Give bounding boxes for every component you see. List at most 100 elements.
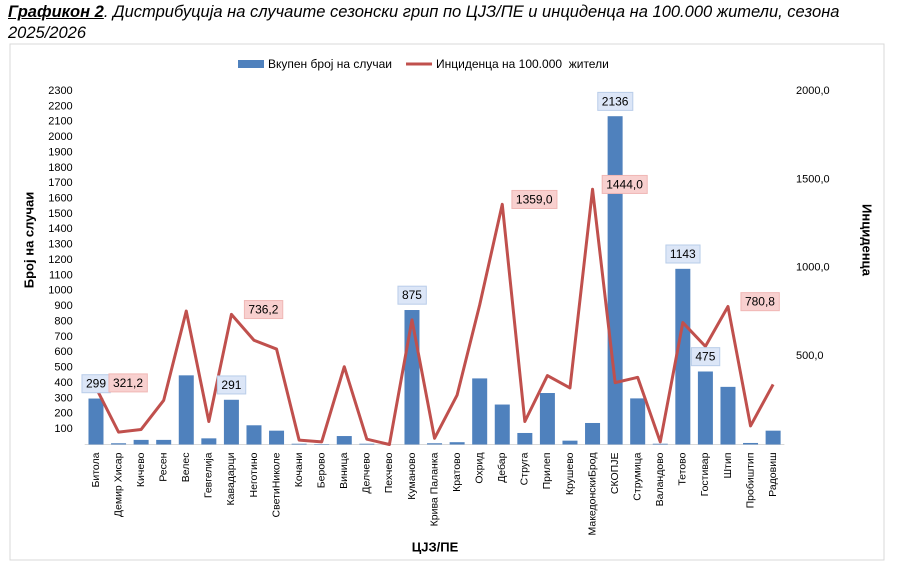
bar: [291, 443, 307, 445]
x-tick-label: Демир Хисар: [112, 452, 124, 517]
x-tick-label: Тетово: [677, 452, 689, 485]
y-tick-label: 2300: [48, 85, 72, 97]
bar-value-label: 1143: [670, 247, 696, 261]
x-tick-label: Велес: [180, 453, 192, 483]
bar: [494, 404, 510, 445]
bar: [246, 425, 262, 445]
bar: [156, 439, 172, 445]
x-tick-label: Неготино: [248, 452, 260, 497]
bar: [539, 393, 555, 445]
bar: [652, 443, 668, 445]
line-value-label-box: [243, 300, 284, 320]
y2-tick-label: 500,0: [796, 350, 824, 362]
x-tick-label: Берово: [315, 452, 327, 488]
x-tick-label: Кавадарци: [225, 452, 237, 505]
legend-label: Вкупен број на случаи: [268, 57, 392, 71]
line-value-label: 1359,0: [516, 192, 553, 206]
bar: [607, 116, 623, 445]
y-tick-label: 1900: [48, 146, 72, 158]
bar-value-label: 875: [402, 288, 422, 302]
y-tick-label: 500: [54, 362, 72, 374]
bar-value-label: 291: [221, 378, 241, 392]
x-tick-label: Кочани: [293, 452, 305, 487]
y-tick-label: 1300: [48, 239, 72, 251]
bar-value-label-box: [216, 375, 247, 395]
legend-label: Инциденца на 100.000 жители: [436, 57, 609, 71]
bar: [427, 443, 443, 445]
bar: [178, 375, 194, 445]
y-tick-label: 600: [54, 346, 72, 358]
x-tick-label: Ресен: [157, 452, 169, 481]
bar: [336, 436, 352, 445]
x-tick-label: Радовиш: [767, 453, 779, 497]
y-tick-label: 1500: [48, 208, 72, 220]
bar-value-label: 2136: [602, 94, 629, 108]
bar: [201, 438, 217, 445]
bar: [111, 443, 127, 445]
bar-value-label-box: [690, 347, 721, 367]
y-tick-label: 800: [54, 315, 72, 327]
y-tick-label: 400: [54, 377, 72, 389]
x-tick-label: Гостивар: [699, 452, 711, 496]
x-tick-label: Валандово: [654, 452, 666, 506]
bar-value-label-box: [597, 91, 634, 111]
bar: [765, 430, 781, 445]
x-tick-label: Крушево: [564, 452, 576, 495]
bar: [562, 440, 578, 445]
x-tick-label: МакедонскиБрод: [586, 453, 598, 536]
y-tick-label: 1600: [48, 192, 72, 204]
line-value-label: 736,2: [248, 303, 278, 317]
x-tick-label: Струмица: [631, 452, 643, 500]
y-tick-label: 1000: [48, 285, 72, 297]
bar: [404, 310, 420, 445]
y-tick-label: 200: [54, 408, 72, 420]
x-axis-label: ЦЈЗ/ПЕ: [412, 539, 459, 554]
y-tick-label: 1200: [48, 254, 72, 266]
x-tick-label: Делчево: [361, 452, 373, 493]
line-value-label: 321,2: [113, 376, 143, 390]
x-tick-label: Дебар: [496, 452, 508, 482]
x-tick-label: Струга: [519, 452, 531, 485]
line-value-label-box: [108, 373, 148, 393]
y-tick-label: 300: [54, 392, 72, 404]
y2-tick-label: 1500,0: [796, 173, 830, 185]
y-tick-label: 1100: [49, 269, 73, 281]
line-value-label-box: [511, 189, 558, 209]
legend-swatch: [238, 60, 264, 68]
line: [94, 187, 775, 446]
y-axis-label: Број на случаи: [21, 192, 36, 288]
bar: [472, 378, 488, 445]
y-tick-label: 1400: [48, 223, 72, 235]
title-text: . Дистрибуција на случаите сезонски грип…: [8, 3, 840, 42]
bar: [743, 442, 759, 445]
chart-border: [9, 43, 885, 561]
y-tick-label: 2200: [48, 100, 72, 112]
bar: [517, 432, 533, 445]
x-tick-label: Крива Паланка: [428, 452, 440, 526]
x-tick-label: Прилеп: [541, 453, 553, 490]
title: Графикон 2. Дистрибуција на случаите сез…: [8, 2, 893, 44]
bar-value-label: 475: [695, 350, 715, 364]
bar: [449, 442, 465, 445]
line-value-label-box: [740, 292, 780, 312]
x-tick-label: Пробиштип: [744, 453, 756, 509]
x-tick-label: Куманово: [406, 452, 418, 499]
bar: [630, 398, 646, 445]
x-tick-label: Пехчево: [383, 452, 395, 493]
bar: [133, 439, 149, 445]
x-tick-label: Кратово: [451, 452, 463, 492]
line-value-label: 1444,0: [606, 177, 643, 191]
x-tick-label: Виница: [338, 452, 350, 489]
line-value-label: 780,8: [745, 295, 775, 309]
y2-tick-label: 2000,0: [796, 85, 830, 97]
x-tick-label: СКОПЈЕ: [609, 453, 621, 495]
x-tick-label: СветиНиколе: [270, 452, 282, 517]
bar-value-label-box: [397, 285, 427, 305]
line-value-label-box: [601, 174, 648, 194]
bar: [585, 422, 601, 445]
x-tick-label: Штип: [722, 453, 734, 479]
bar: [697, 371, 713, 445]
x-tick-label: Кичево: [135, 452, 147, 487]
